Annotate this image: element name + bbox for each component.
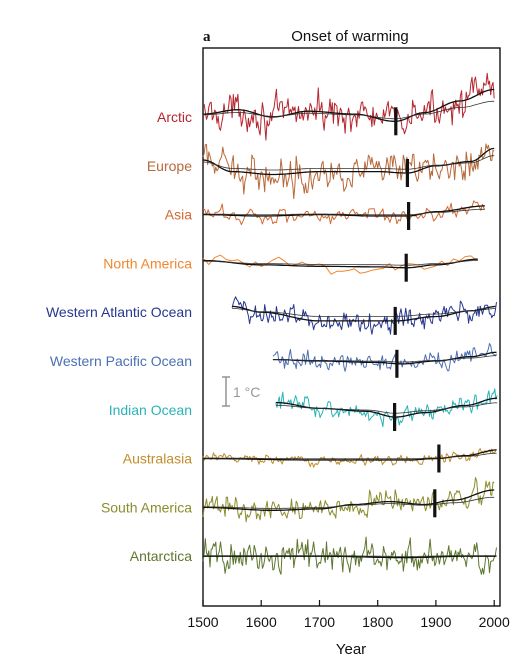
secondary-trend-line <box>203 208 485 216</box>
x-tick-label: 1800 <box>362 614 393 630</box>
region-label: Western Pacific Ocean <box>50 353 192 369</box>
region-label: South America <box>101 499 192 515</box>
x-tick-label: 1700 <box>304 614 335 630</box>
x-axis: 1500 1600 1700 1800 1900 2000 <box>187 600 510 630</box>
region-label: North America <box>103 255 192 271</box>
raw-series-line <box>202 72 495 141</box>
secondary-trend-line <box>232 308 496 317</box>
region-label: Asia <box>165 207 192 223</box>
region-label: Arctic <box>157 109 192 125</box>
smooth-trend-line <box>203 205 485 217</box>
series-indian-ocean <box>275 388 498 431</box>
raw-series-line <box>202 536 497 575</box>
x-axis-title: Year <box>336 641 366 658</box>
raw-series-line <box>275 388 498 428</box>
series-europe <box>202 143 495 200</box>
smooth-trend-line <box>203 88 495 122</box>
series-western-atlantic-ocean <box>231 296 497 335</box>
raw-series-line <box>202 254 478 275</box>
secondary-trend-line <box>202 155 495 171</box>
raw-series-line <box>202 200 485 226</box>
smooth-trend-line <box>272 351 497 365</box>
chart-title: Onset of warming <box>291 28 409 45</box>
region-label: Europe <box>147 158 192 174</box>
x-tick-label: 1900 <box>420 614 451 630</box>
series-asia <box>202 200 485 230</box>
series-western-pacific-ocean <box>272 343 497 378</box>
series-north-america <box>202 253 478 282</box>
secondary-trend-line <box>203 452 497 460</box>
region-label: Indian Ocean <box>109 402 192 418</box>
raw-series-line <box>202 143 495 200</box>
panel-letter: a <box>203 29 211 45</box>
scale-bar: 1 °C <box>222 376 260 407</box>
region-label: Australasia <box>123 451 192 467</box>
raw-series-line <box>272 343 497 372</box>
region-labels: Arctic Europe Asia North America Western Atl… <box>46 109 192 564</box>
secondary-trend-line <box>272 355 497 363</box>
smooth-trend-line <box>232 305 496 322</box>
secondary-trend-line <box>203 100 495 120</box>
x-tick-label: 1600 <box>246 614 277 630</box>
smooth-trend-line <box>203 489 495 511</box>
series-south-america <box>202 477 495 523</box>
plot-frame <box>202 47 501 607</box>
series-layer <box>202 72 498 575</box>
x-tick-label: 2000 <box>479 614 510 630</box>
x-tick-label: 1500 <box>187 614 218 630</box>
secondary-trend-line <box>203 496 495 509</box>
scale-bar-label: 1 °C <box>233 384 260 400</box>
series-arctic <box>202 72 495 141</box>
raw-series-line <box>202 448 497 468</box>
raw-series-line <box>231 296 497 335</box>
series-antarctica <box>202 536 497 575</box>
smooth-trend-line <box>203 258 478 269</box>
region-label: Western Atlantic Ocean <box>46 304 192 320</box>
secondary-trend-line <box>203 260 478 266</box>
secondary-trend-line <box>275 402 498 414</box>
series-australasia <box>202 444 497 473</box>
region-label: Antarctica <box>130 548 192 564</box>
secondary-trend-line <box>203 555 497 557</box>
smooth-trend-line <box>203 555 497 559</box>
